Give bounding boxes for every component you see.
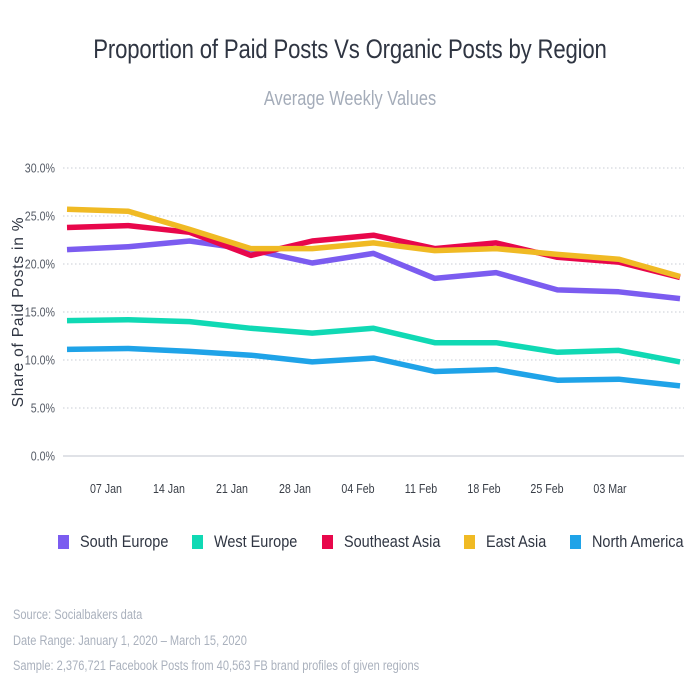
legend-label: East Asia [486, 532, 547, 551]
y-tick-label: 15.0% [25, 304, 56, 319]
x-tick-label: 14 Jan [153, 481, 185, 496]
y-tick-label: 20.0% [25, 256, 56, 271]
legend-swatch [321, 535, 333, 549]
footer-notes: Source: Socialbakers data Date Range: Ja… [13, 602, 508, 679]
legend-label: North America [592, 532, 684, 551]
legend-swatch [192, 535, 204, 549]
series-line-south-europe [66, 238, 681, 302]
x-tick-label: 07 Jan [90, 481, 122, 496]
x-tick-label: 18 Feb [467, 481, 501, 496]
footer-sample: Sample: 2,376,721 Facebook Posts from 40… [13, 658, 420, 673]
y-tick-label: 5.0% [31, 400, 56, 415]
x-axis-ticks: 07 Jan 14 Jan 21 Jan 28 Jan 04 Feb 11 Feb 18 F… [90, 481, 627, 496]
x-tick-label: 03 Mar [593, 481, 626, 496]
legend-item-west-europe[interactable]: West Europe [192, 532, 298, 552]
legend-item-north-america[interactable]: North America [570, 532, 684, 552]
grid-lines [63, 167, 684, 457]
footer-date-range: Date Range: January 1, 2020 – March 15, … [13, 632, 247, 648]
series-line-west-europe [66, 316, 681, 365]
legend-swatch [570, 535, 582, 549]
series-line-southeast-asia [66, 222, 681, 281]
x-tick-label: 25 Feb [530, 481, 564, 496]
footer-source: Source: Socialbakers data [13, 607, 143, 622]
y-tick-label: 25.0% [25, 208, 56, 223]
chart-title: Proportion of Paid Posts Vs Organic Post… [93, 34, 607, 64]
legend-swatch [464, 535, 476, 549]
legend-item-east-asia[interactable]: East Asia [464, 532, 546, 552]
x-tick-label: 11 Feb [405, 481, 438, 496]
legend-swatch [58, 535, 69, 549]
y-tick-label: 10.0% [25, 352, 56, 367]
y-axis-label: Share of Paid Posts in % [10, 217, 27, 408]
legend: South Europe West Europe Southeast Asia Eas… [58, 532, 700, 552]
x-tick-label: 04 Feb [341, 481, 375, 496]
series-line-north-america [66, 345, 681, 389]
x-tick-label: 21 Jan [216, 481, 248, 496]
series-line-east-asia [66, 206, 681, 280]
y-tick-label: 30.0% [25, 160, 56, 175]
y-tick-label: 0.0% [31, 448, 56, 463]
legend-item-southeast-asia[interactable]: Southeast Asia [321, 532, 441, 552]
chart-subtitle: Average Weekly Values [263, 88, 437, 110]
y-axis-ticks: 0.0% 5.0% 10.0% 15.0% 20.0% 25.0% 30.0% [25, 160, 56, 463]
x-tick-label: 28 Jan [279, 481, 311, 496]
legend-label: West Europe [214, 532, 298, 551]
series-lines [66, 206, 681, 389]
legend-label: Southeast Asia [343, 532, 441, 551]
legend-item-south-europe[interactable]: South Europe [58, 532, 168, 552]
legend-label: South Europe [80, 532, 169, 551]
